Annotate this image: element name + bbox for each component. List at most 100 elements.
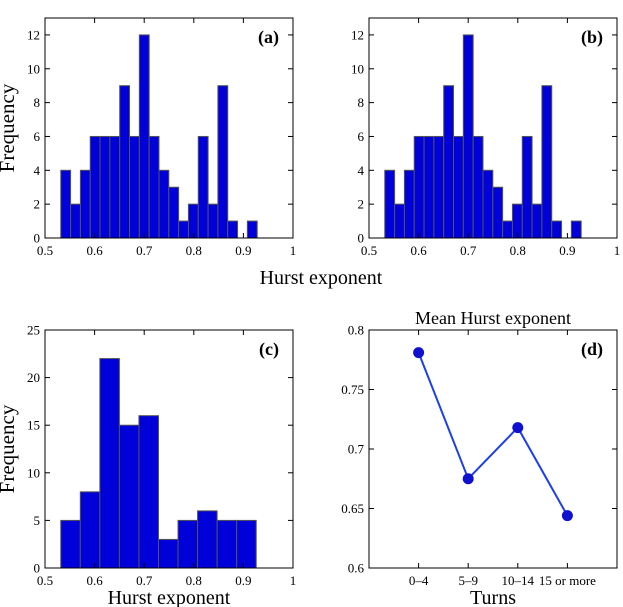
panel-a-bar-16 bbox=[207, 203, 219, 239]
panel-d-point-3 bbox=[512, 422, 524, 434]
panel-b-bar-9 bbox=[462, 34, 474, 239]
panel-d-ytick-label: 0.7 bbox=[348, 442, 365, 457]
panel-b-ytick-label: 2 bbox=[358, 197, 365, 212]
panel-b-bar-4 bbox=[413, 135, 425, 239]
panel-a-bar-6 bbox=[109, 135, 121, 239]
panel-d-x-axis-label: Turns bbox=[470, 587, 516, 607]
panel-b-bar-1 bbox=[384, 169, 396, 239]
panel-a-bar-12 bbox=[168, 186, 180, 239]
panel-a-xtick-label: 0.9 bbox=[235, 243, 251, 258]
panel-d: 0.6 0.65 0.7 0.75 0.8 0–4 5–9 10–14 15 or more (d… bbox=[341, 308, 618, 607]
panel-c-y-axis-label: Frequency bbox=[0, 404, 19, 493]
panel-b-xtick-label: 0.9 bbox=[559, 243, 575, 258]
panel-d-ytick-label: 0.65 bbox=[341, 501, 364, 516]
panel-a-ytick-label: 0 bbox=[34, 231, 41, 246]
panel-c-bar-3 bbox=[99, 358, 120, 569]
panel-a: 0 2 4 6 8 10 12 0.5 0.6 0.7 0.8 0.9 1 (a) Frequency bbox=[0, 17, 297, 258]
panel-d-point-2 bbox=[462, 473, 474, 485]
panel-a-xtick-label: 0.8 bbox=[186, 243, 202, 258]
panel-b-bar-14 bbox=[511, 203, 523, 239]
panel-b-xtick-label: 0.6 bbox=[410, 243, 427, 258]
panel-b: 0 2 4 6 8 10 12 0.5 0.6 0.7 0.8 0.9 1 (b) bbox=[351, 17, 621, 258]
panel-a-ytick-label: 10 bbox=[27, 61, 40, 76]
panel-c-ytick-label: 25 bbox=[27, 323, 40, 338]
panel-a-ytick-label: 12 bbox=[27, 27, 40, 42]
panel-b-bar-10 bbox=[472, 135, 484, 239]
panel-c-bar-8 bbox=[197, 510, 218, 569]
panel-d-xtick-label: 15 or more bbox=[539, 573, 596, 588]
panel-d-series-line bbox=[417, 352, 569, 517]
shared-x-axis-label: Hurst exponent bbox=[260, 267, 383, 289]
panel-a-y-axis-label: Frequency bbox=[0, 83, 19, 172]
panel-d-title: Mean Hurst exponent bbox=[415, 308, 571, 328]
panel-c-ytick-label: 0 bbox=[34, 561, 41, 576]
panel-b-bar-11 bbox=[482, 169, 494, 239]
panel-d-ytick-label: 0.75 bbox=[341, 382, 364, 397]
panel-b-bar-15 bbox=[521, 135, 533, 239]
panel-c-panel-label: (c) bbox=[259, 339, 279, 360]
panel-c-xtick-label: 0.9 bbox=[235, 573, 251, 588]
panel-b-axes-box bbox=[368, 17, 618, 239]
panel-b-bar-7 bbox=[443, 85, 455, 239]
panel-a-bar-8 bbox=[129, 135, 140, 239]
panel-a-xtick-label: 0.6 bbox=[86, 243, 103, 258]
panel-c-bar-1 bbox=[60, 519, 81, 569]
panel-a-ytick-label: 6 bbox=[34, 129, 41, 144]
panel-c: 0 5 10 15 20 25 0.5 0.6 0.7 0.8 0.9 1 (c) Frequency Hu… bbox=[0, 323, 296, 607]
panel-a-bar-2 bbox=[70, 203, 81, 239]
panel-a-axes-box bbox=[44, 17, 294, 239]
panel-c-bar-6 bbox=[157, 538, 179, 569]
panel-a-bar-11 bbox=[158, 169, 170, 239]
panel-b-bar-20 bbox=[570, 220, 582, 239]
panel-c-x-axis-label: Hurst exponent bbox=[108, 587, 231, 607]
panel-a-xtick-label: 0.7 bbox=[136, 243, 153, 258]
panel-d-ytick-label: 0.6 bbox=[348, 561, 365, 576]
panel-b-bar-13 bbox=[502, 220, 513, 239]
panel-a-bar-5 bbox=[99, 135, 111, 239]
panel-a-ytick-label: 8 bbox=[34, 95, 41, 110]
panel-b-bar-17 bbox=[541, 85, 553, 239]
panel-c-xtick-label: 0.6 bbox=[86, 573, 103, 588]
panel-c-ytick-label: 15 bbox=[27, 418, 40, 433]
panel-a-bar-4 bbox=[89, 135, 101, 239]
panel-a-bar-1 bbox=[60, 169, 72, 239]
panel-b-xtick-label: 1 bbox=[614, 243, 621, 258]
panel-d-point-4 bbox=[561, 510, 573, 522]
panel-c-bar-10 bbox=[236, 519, 257, 569]
panel-c-xtick-label: 0.8 bbox=[186, 573, 202, 588]
panel-a-ytick-label: 2 bbox=[34, 197, 41, 212]
panel-d-ytick-label: 0.8 bbox=[348, 323, 364, 338]
panel-c-bar-5 bbox=[138, 415, 159, 569]
panel-a-bar-18 bbox=[227, 220, 239, 239]
panel-b-bar-18 bbox=[551, 220, 563, 239]
panel-a-panel-label: (a) bbox=[258, 27, 279, 48]
panel-c-bar-2 bbox=[79, 491, 101, 569]
panel-c-bar-7 bbox=[177, 519, 199, 569]
panel-c-axes-box bbox=[44, 329, 294, 569]
panel-b-xtick-label: 0.5 bbox=[361, 243, 377, 258]
panel-c-xtick-label: 0.5 bbox=[37, 573, 53, 588]
panel-a-bar-14 bbox=[187, 203, 199, 239]
panel-a-bar-17 bbox=[217, 85, 229, 239]
panel-a-bar-10 bbox=[148, 135, 160, 239]
panel-b-ytick-label: 6 bbox=[358, 129, 365, 144]
panel-a-bar-7 bbox=[119, 85, 131, 239]
panel-a-ytick-label: 4 bbox=[34, 163, 41, 178]
panel-c-xtick-label: 1 bbox=[290, 573, 297, 588]
panel-c-bar-9 bbox=[216, 519, 238, 569]
panel-c-ytick-label: 10 bbox=[27, 465, 40, 480]
panel-a-xtick-label: 1 bbox=[290, 243, 297, 258]
panel-a-bar-13 bbox=[178, 220, 189, 239]
panel-a-bar-3 bbox=[79, 169, 91, 239]
panel-b-ytick-label: 4 bbox=[358, 163, 365, 178]
panel-c-xtick-label: 0.7 bbox=[136, 573, 153, 588]
panel-b-bar-2 bbox=[394, 203, 405, 239]
panel-b-ytick-label: 12 bbox=[351, 27, 364, 42]
panel-b-bar-12 bbox=[492, 186, 504, 239]
panel-c-bar-4 bbox=[118, 424, 140, 569]
panel-b-bar-3 bbox=[403, 169, 415, 239]
panel-b-ytick-label: 10 bbox=[351, 61, 364, 76]
panel-d-xtick-label: 0–4 bbox=[409, 573, 429, 588]
panel-b-ytick-label: 0 bbox=[358, 231, 365, 246]
